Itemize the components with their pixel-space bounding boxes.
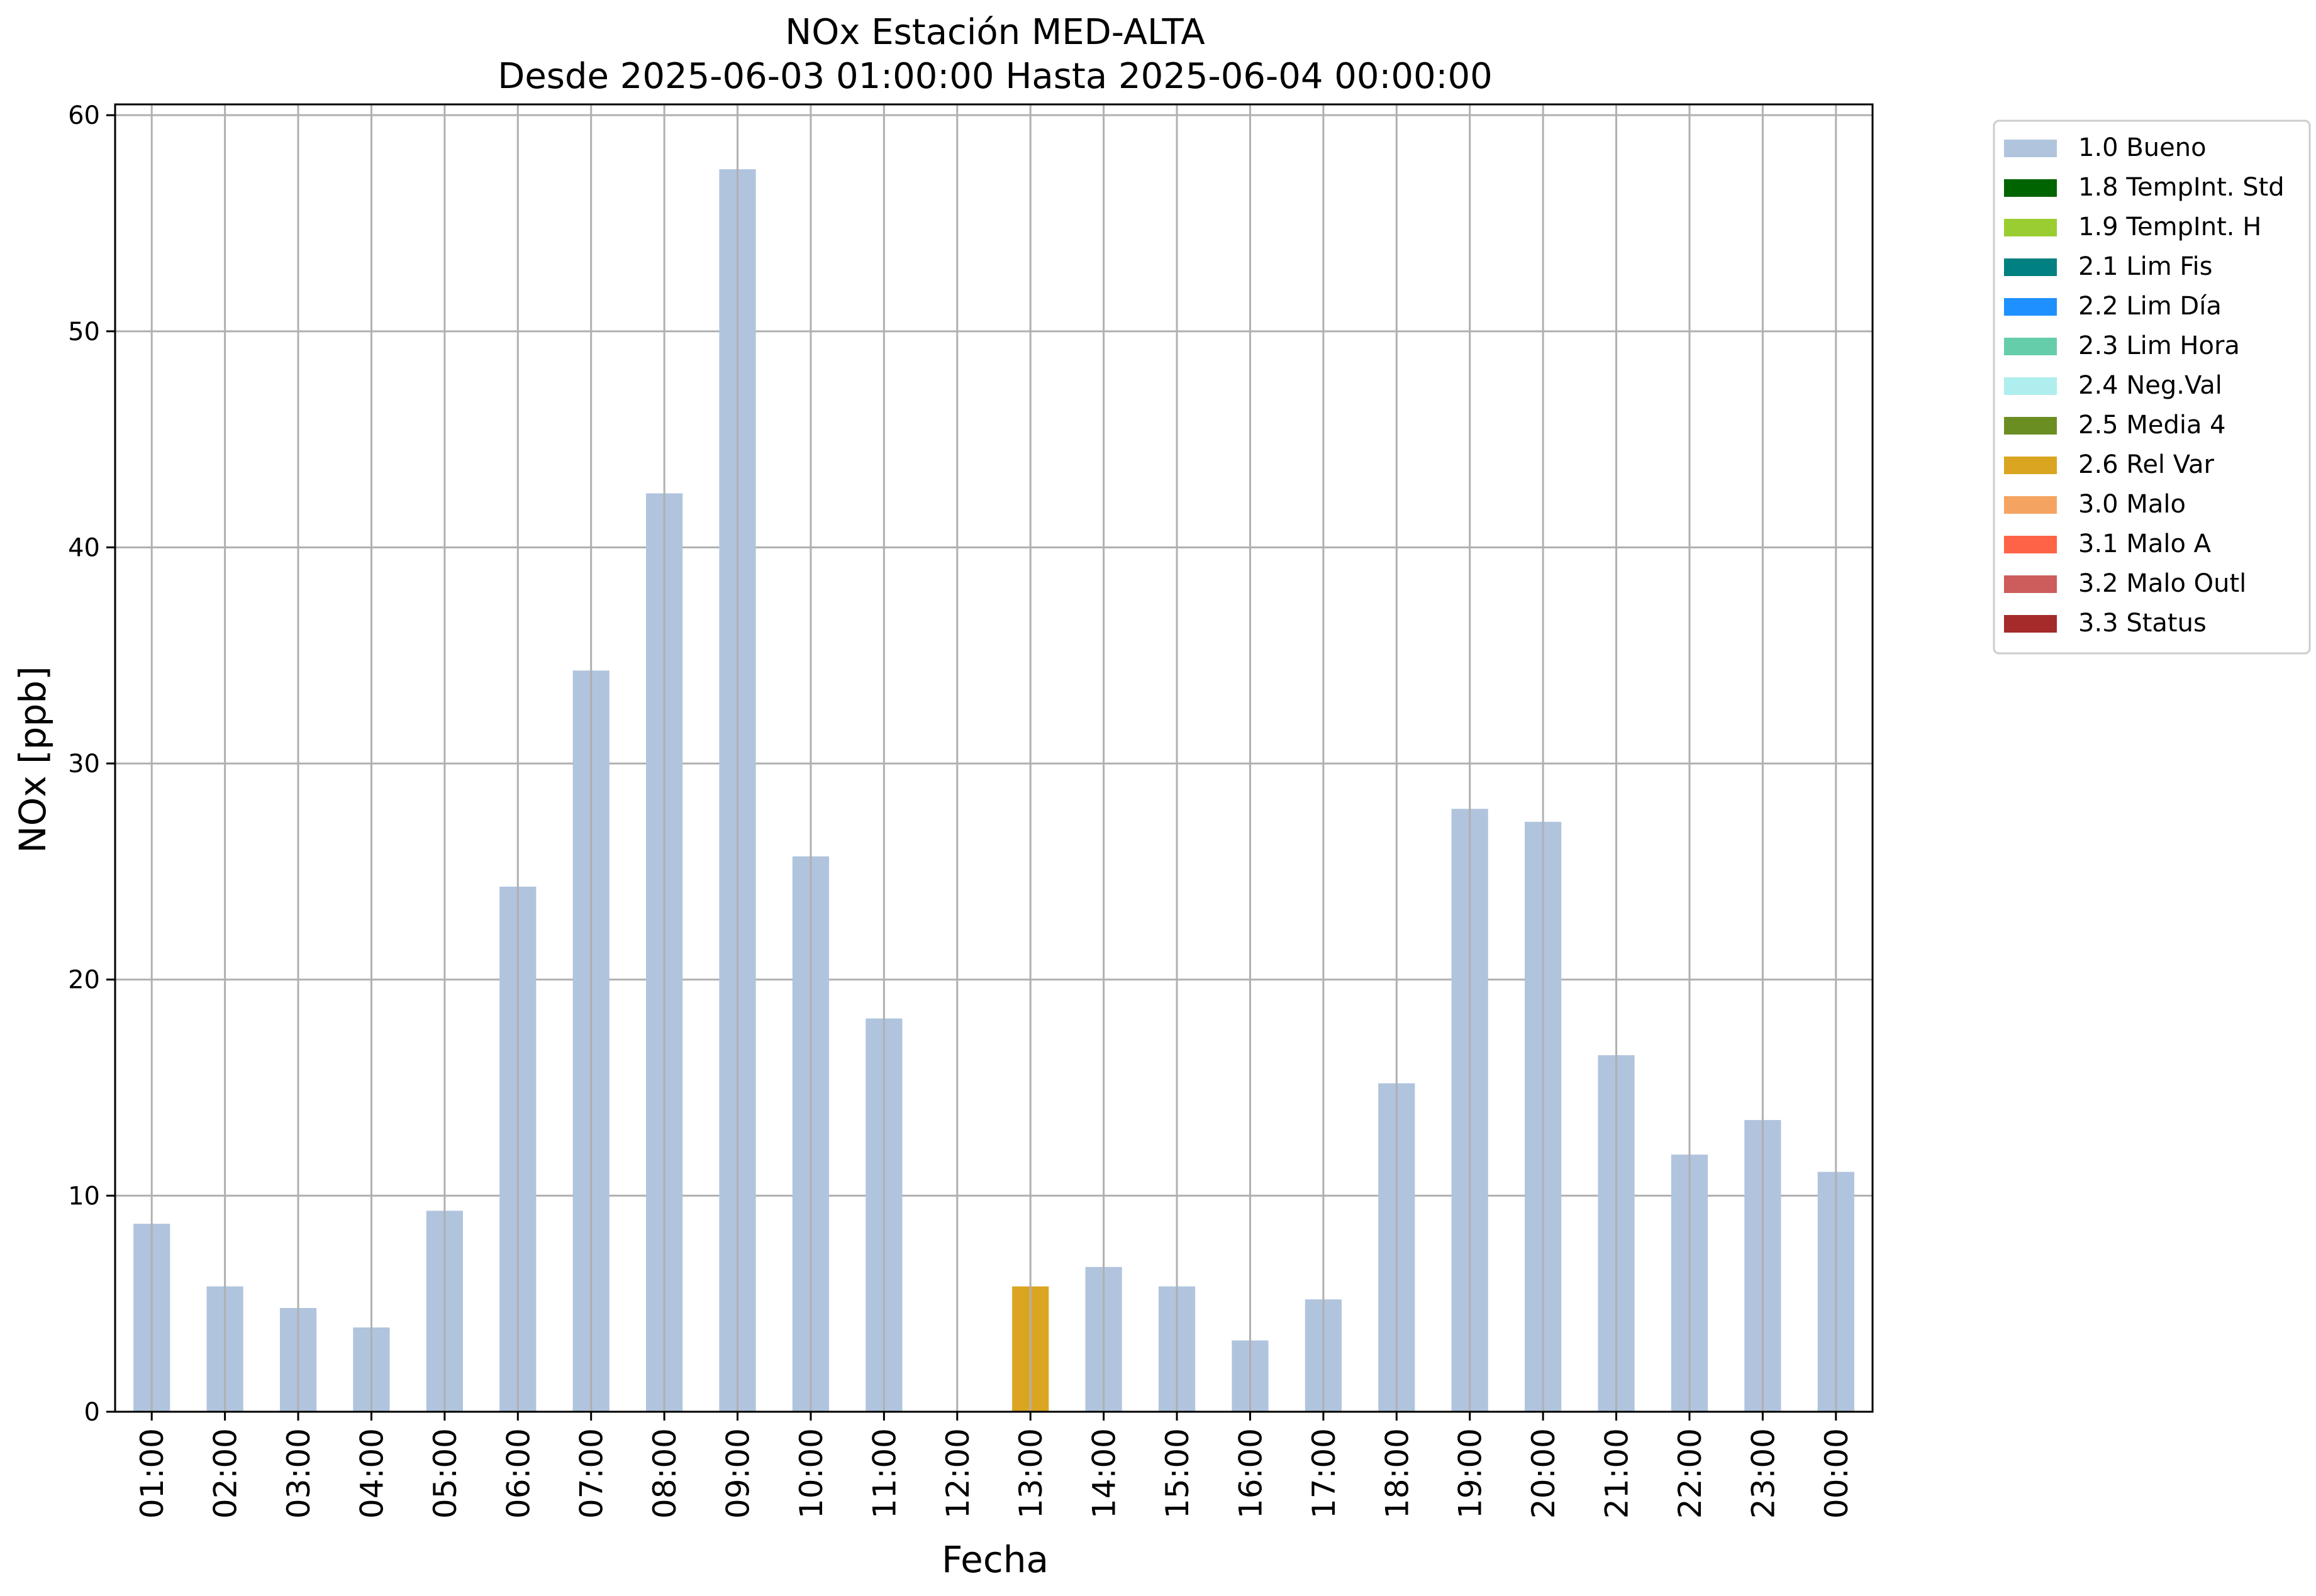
legend-label: 2.1 Lim Fis [2078, 252, 2212, 281]
legend-frame [1993, 119, 2311, 655]
x-tick-label: 12:00 [940, 1428, 976, 1519]
legend-swatch [2004, 457, 2057, 474]
chart-title: NOx Estación MED-ALTA [785, 12, 1205, 53]
legend-swatch [2004, 258, 2057, 276]
x-tick-label: 19:00 [1452, 1428, 1489, 1519]
x-axis-label: Fecha [942, 1538, 1049, 1581]
x-tick-label: 03:00 [281, 1428, 317, 1519]
legend-swatch [2004, 219, 2057, 236]
x-tick-label: 14:00 [1086, 1428, 1123, 1519]
legend-label: 3.3 Status [2078, 609, 2207, 638]
x-tick-label: 20:00 [1525, 1428, 1562, 1519]
x-tick-label: 00:00 [1818, 1428, 1855, 1519]
x-tick-label: 05:00 [427, 1428, 464, 1519]
legend-swatch [2004, 338, 2057, 355]
plot-frame [114, 103, 1874, 1413]
legend-label: 2.2 Lim Día [2078, 292, 2222, 321]
x-tick-label: 17:00 [1306, 1428, 1342, 1519]
legend-swatch [2004, 496, 2057, 514]
x-tick-label: 01:00 [134, 1428, 170, 1519]
legend-swatch [2004, 298, 2057, 316]
y-axis-label: NOx [ppb] [11, 666, 54, 853]
legend-swatch [2004, 575, 2057, 593]
bars [133, 104, 1854, 1412]
legend-swatch [2004, 417, 2057, 435]
x-tick-label: 15:00 [1159, 1428, 1196, 1519]
x-tick-label: 18:00 [1379, 1428, 1415, 1519]
legend: 1.0 Bueno 1.8 TempInt. Std 1.9 TempInt. H 2… [1993, 119, 2311, 655]
legend-label: 2.4 Neg.Val [2078, 371, 2222, 400]
x-tick-label: 08:00 [647, 1428, 683, 1519]
legend-swatch [2004, 140, 2057, 157]
grid [115, 114, 1873, 1197]
legend-label: 3.1 Malo A [2078, 529, 2212, 558]
x-tick-label: 22:00 [1672, 1428, 1708, 1519]
legend-label: 3.2 Malo Outl [2078, 569, 2246, 598]
x-tick-label: 16:00 [1232, 1428, 1269, 1519]
x-tick-label: 23:00 [1745, 1428, 1781, 1519]
x-tick-label: 07:00 [574, 1428, 610, 1519]
legend-label: 1.9 TempInt. H [2078, 213, 2261, 241]
y-tick-label: 40 [68, 533, 100, 562]
x-tick-label: 21:00 [1599, 1428, 1635, 1519]
y-tick-label: 30 [68, 750, 100, 779]
x-tick-label: 04:00 [354, 1428, 390, 1519]
y-tick-label: 0 [84, 1398, 100, 1427]
legend-swatch [2004, 179, 2057, 197]
legend-label: 1.0 Bueno [2078, 133, 2207, 162]
legend-label: 2.3 Lim Hora [2078, 331, 2240, 360]
x-tick-label: 02:00 [208, 1428, 244, 1519]
y-tick-label: 60 [68, 101, 100, 130]
legend-swatch [2004, 377, 2057, 395]
axes: 0 10 20 30 40 50 60 01:00 02:00 03:00 04:00 05:00 06… [68, 101, 1874, 1519]
x-tick-label: 09:00 [720, 1428, 757, 1519]
y-tick-label: 50 [68, 318, 100, 346]
y-tick-label: 10 [68, 1182, 100, 1211]
x-tick-label: 13:00 [1013, 1428, 1049, 1519]
y-tick-label: 20 [68, 966, 100, 995]
legend-label: 3.0 Malo [2078, 490, 2186, 519]
x-tick-label: 06:00 [500, 1428, 537, 1519]
x-tick-label: 11:00 [866, 1428, 903, 1519]
legend-swatch [2004, 536, 2057, 553]
legend-label: 2.5 Media 4 [2078, 411, 2226, 440]
legend-label: 1.8 TempInt. Std [2078, 173, 2285, 202]
legend-swatch [2004, 615, 2057, 633]
legend-label: 2.6 Rel Var [2078, 450, 2215, 479]
x-tick-label: 10:00 [793, 1428, 830, 1519]
chart-subtitle: Desde 2025-06-03 01:00:00 Hasta 2025-06-… [498, 56, 1493, 97]
